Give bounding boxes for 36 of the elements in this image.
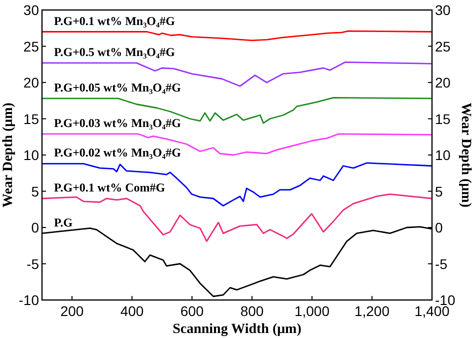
series-label: P.G+0.1 wt% Mn₃O₄#G (54, 14, 175, 28)
y-tick-label: 25 (23, 38, 40, 54)
y-tick-label: 0 (31, 220, 40, 236)
series-label: P.G+0.03 wt% Mn₃O₄#G (54, 116, 181, 130)
series-label: P.G+0.02 wt% Mn₃O₄#G (54, 146, 181, 160)
x-axis-title: Scanning Width (μm) (172, 322, 302, 337)
y2-tick-label: 20 (435, 74, 451, 90)
line-series (41, 30, 433, 42)
line-series (41, 162, 433, 206)
y2-tick-label: 10 (435, 147, 451, 163)
y2-tick-label: 0 (435, 220, 443, 236)
y2-tick-label: -5 (435, 256, 448, 272)
x-tick-label: 800 (240, 303, 264, 319)
x-tick-label: 1,200 (354, 303, 390, 319)
y-axis-title: Wear Depth (μm) (1, 102, 16, 208)
y2-tick-label: 15 (435, 110, 451, 127)
y2-tick-label: 25 (435, 38, 451, 54)
y-tick-label: -5 (26, 256, 40, 272)
y-tick-label: 5 (31, 183, 40, 200)
y2-tick-label: 30 (435, 2, 451, 18)
y2-tick-label: 5 (435, 183, 443, 200)
x-tick-label: 1,000 (294, 303, 330, 319)
series-label: P.G+0.1 wt% Com#G (54, 180, 166, 194)
line-series (41, 193, 433, 242)
series-label: P.G (54, 215, 73, 230)
x-tick-label: 600 (180, 303, 204, 319)
y-tick-label: 10 (23, 147, 40, 163)
y-tick-label: 20 (23, 74, 40, 90)
series-label: P.G+0.5 wt% Mn₃O₄#G (54, 44, 175, 59)
series-label: P.G+0.05 wt% Mn₃O₄#G (54, 80, 181, 94)
y-tick-label: 30 (23, 2, 40, 18)
y2-axis-title: Wear Depth (μm) (458, 102, 473, 208)
y-tick-label: 15 (23, 110, 40, 127)
x-tick-label: 200 (60, 303, 84, 319)
x-tick-label: 400 (120, 303, 144, 319)
y-tick-label: -10 (18, 292, 40, 308)
